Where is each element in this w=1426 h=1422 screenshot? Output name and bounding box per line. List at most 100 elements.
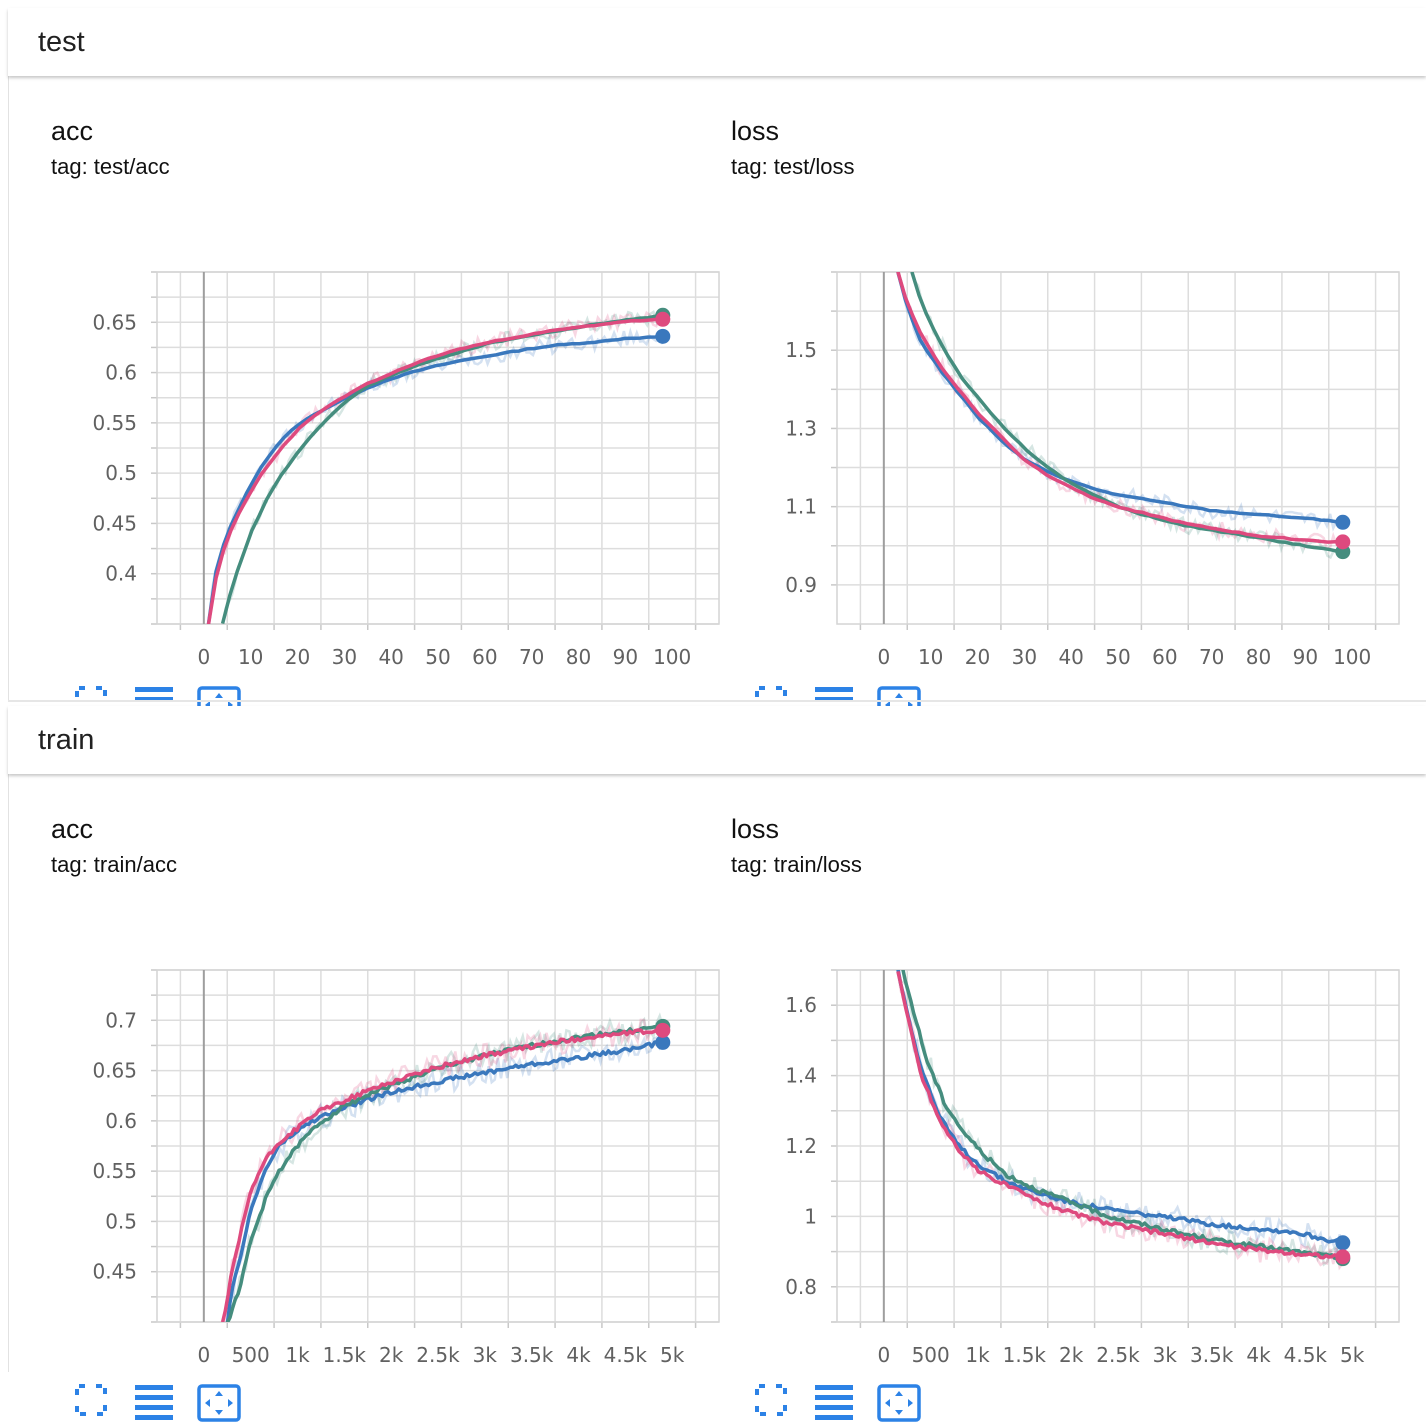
y-tick-label: 1.1 bbox=[785, 495, 817, 519]
series-line bbox=[901, 970, 1344, 1262]
x-tick-label: 60 bbox=[472, 645, 497, 669]
y-tick-label: 0.5 bbox=[105, 1209, 137, 1233]
x-tick-label: 100 bbox=[653, 645, 691, 669]
x-tick-label: 2.5k bbox=[1096, 1343, 1140, 1367]
y-tick-label: 1.6 bbox=[785, 993, 817, 1017]
chart-card-train-loss: loss tag: train/loss 0 500 1k 1.5k 2k 2.5k 3k 3… bbox=[731, 814, 1411, 1422]
series-end-point bbox=[655, 328, 671, 344]
chart-card-train-acc: acc tag: train/acc 0 500 1k 1.5k 2k 2.5k 3k 3.5… bbox=[51, 814, 731, 1422]
fullscreen-button[interactable] bbox=[755, 1384, 787, 1416]
series-line bbox=[896, 970, 1343, 1245]
x-tick-label: 80 bbox=[1246, 645, 1271, 669]
x-tick-label: 5k bbox=[660, 1343, 685, 1367]
series-end-point bbox=[1335, 1235, 1351, 1251]
x-tick-label: 30 bbox=[332, 645, 357, 669]
fullscreen-button[interactable] bbox=[75, 1384, 107, 1416]
plot-border bbox=[836, 271, 1400, 625]
x-tick-label: 70 bbox=[1199, 645, 1224, 669]
group-header-train[interactable]: train bbox=[8, 706, 1426, 774]
x-tick-label: 2.5k bbox=[416, 1343, 460, 1367]
x-tick-label: 3.5k bbox=[1190, 1343, 1234, 1367]
x-tick-label: 60 bbox=[1152, 645, 1177, 669]
x-tick-label: 20 bbox=[965, 645, 990, 669]
y-tick-label: 0.6 bbox=[105, 1109, 137, 1133]
x-tick-label: 4.5k bbox=[604, 1343, 648, 1367]
card-title: acc bbox=[51, 116, 94, 146]
series-end-point bbox=[1335, 1249, 1351, 1265]
y-tick-label: 0.9 bbox=[785, 573, 817, 597]
x-tick-label: 70 bbox=[519, 645, 544, 669]
chart-plot: 0 500 1k 1.5k 2k 2.5k 3k 3.5k 4k 4.5k 5k 0.8 1 1.2 1.4… bbox=[785, 969, 1400, 1367]
y-tick-label: 1.5 bbox=[785, 338, 817, 362]
y-tick-label: 0.8 bbox=[785, 1275, 817, 1299]
y-tick-label: 1.4 bbox=[785, 1064, 817, 1088]
series-line bbox=[206, 334, 663, 624]
series-end-point bbox=[1335, 514, 1351, 530]
fit-domain-icon bbox=[197, 1384, 241, 1422]
group-body-test: acc tag: test/acc 0 10 20 30 40 50 60 70 80 90 100… bbox=[8, 76, 1426, 724]
y-tick-label: 0.45 bbox=[92, 1260, 137, 1284]
x-tick-label: 30 bbox=[1012, 645, 1037, 669]
series-line bbox=[896, 970, 1344, 1261]
x-tick-label: 2k bbox=[1059, 1343, 1084, 1367]
series-group bbox=[206, 308, 665, 624]
x-tick-label: 3k bbox=[473, 1343, 498, 1367]
x-tick-label: 1.5k bbox=[1003, 1343, 1047, 1367]
x-tick-label: 0 bbox=[877, 645, 890, 669]
x-tick-label: 4.5k bbox=[1284, 1343, 1328, 1367]
chart-card-test-loss: loss tag: test/loss 0 10 20 30 40 50 60 70 80 90 1… bbox=[731, 116, 1411, 724]
y-tick-label: 0.65 bbox=[92, 1059, 137, 1083]
plot-border bbox=[156, 969, 720, 1323]
series-raw-line bbox=[226, 1012, 664, 1319]
y-tick-label: 0.7 bbox=[105, 1008, 137, 1032]
x-tick-label: 3k bbox=[1153, 1343, 1178, 1367]
y-tick-label: 1.3 bbox=[785, 416, 817, 440]
x-tick-label: 100 bbox=[1333, 645, 1371, 669]
fullscreen-icon bbox=[75, 1384, 107, 1416]
group-title: train bbox=[38, 724, 95, 756]
x-tick-label: 80 bbox=[566, 645, 591, 669]
fit-domain-button[interactable] bbox=[877, 1384, 921, 1422]
y-tick-label: 0.55 bbox=[92, 1159, 137, 1183]
series-end-point bbox=[1335, 534, 1351, 550]
fit-domain-icon bbox=[877, 1384, 921, 1422]
x-tick-label: 0 bbox=[197, 1343, 210, 1367]
chart-card-test-acc: acc tag: test/acc 0 10 20 30 40 50 60 70 80 90 100… bbox=[51, 116, 731, 724]
log-scale-button[interactable] bbox=[135, 1384, 173, 1420]
plot-border bbox=[156, 271, 720, 625]
card-tag: tag: test/loss bbox=[731, 154, 855, 179]
x-tick-label: 5k bbox=[1340, 1343, 1365, 1367]
x-tick-label: 3.5k bbox=[510, 1343, 554, 1367]
log-scale-icon bbox=[135, 1384, 173, 1420]
group-header-test[interactable]: test bbox=[8, 8, 1426, 76]
series-end-point bbox=[655, 1022, 671, 1038]
card-tag: tag: test/acc bbox=[51, 154, 170, 179]
series-line bbox=[206, 317, 663, 624]
y-tick-label: 1 bbox=[804, 1204, 817, 1228]
series-line bbox=[225, 1039, 664, 1322]
x-tick-label: 2k bbox=[379, 1343, 404, 1367]
log-scale-icon bbox=[815, 1384, 853, 1420]
x-tick-label: 10 bbox=[238, 645, 263, 669]
chart-plot: 0 500 1k 1.5k 2k 2.5k 3k 3.5k 4k 4.5k 5k 0.45 0.5 0.5… bbox=[92, 969, 720, 1367]
x-tick-label: 90 bbox=[1293, 645, 1318, 669]
series-end-point bbox=[655, 1034, 671, 1050]
group-body-train: acc tag: train/acc 0 500 1k 1.5k 2k 2.5k 3k 3.5… bbox=[8, 774, 1426, 1422]
x-tick-label: 500 bbox=[232, 1343, 270, 1367]
x-tick-label: 4k bbox=[1246, 1343, 1271, 1367]
card-tag: tag: train/loss bbox=[731, 852, 862, 877]
series-end-point bbox=[655, 311, 671, 327]
y-tick-label: 0.45 bbox=[92, 511, 137, 535]
x-tick-label: 0 bbox=[197, 645, 210, 669]
x-tick-label: 1k bbox=[285, 1343, 310, 1367]
card-title: loss bbox=[731, 116, 780, 146]
log-scale-button[interactable] bbox=[815, 1384, 853, 1420]
y-tick-label: 0.65 bbox=[92, 310, 137, 334]
x-tick-label: 50 bbox=[1105, 645, 1130, 669]
x-tick-label: 500 bbox=[912, 1343, 950, 1367]
fit-domain-button[interactable] bbox=[197, 1384, 241, 1422]
series-group bbox=[896, 272, 1345, 560]
y-tick-label: 1.2 bbox=[785, 1134, 817, 1158]
chart-plot: 0 10 20 30 40 50 60 70 80 90 100 0.4 0.45 0.5 0.55 0.6 0… bbox=[92, 271, 720, 669]
x-tick-label: 1k bbox=[965, 1343, 990, 1367]
